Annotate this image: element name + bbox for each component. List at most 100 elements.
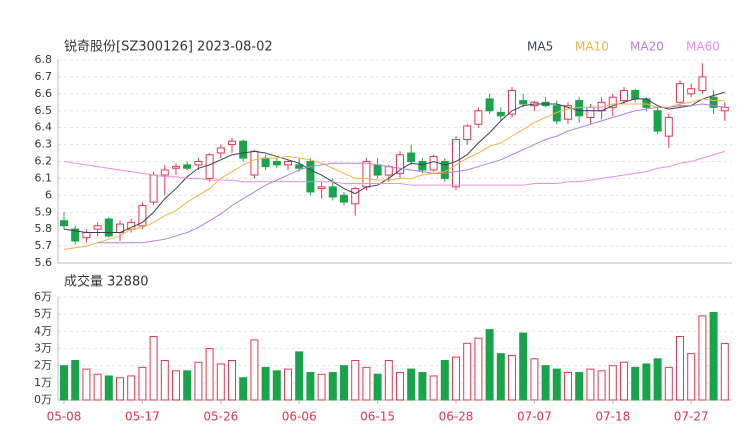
candle-body [351, 188, 360, 205]
x-tick-label: 05-08 [47, 410, 82, 424]
y-tick-label: 6.1 [35, 171, 53, 184]
candle-body [508, 89, 516, 115]
volume-bar [104, 375, 113, 401]
candle-body [384, 166, 393, 176]
volume-bar [205, 348, 214, 401]
candle-body [373, 164, 382, 176]
candle-body [239, 140, 248, 159]
candle-body [71, 228, 80, 242]
candle-body [418, 161, 427, 171]
volume-bar [463, 342, 472, 401]
ma-line [63, 91, 725, 234]
y-tick-label: 6.8 [35, 53, 53, 66]
candle-body [93, 225, 102, 230]
y-tick-label: 4万 [34, 324, 52, 337]
volume-bar [160, 360, 169, 401]
y-tick-label: 6.4 [35, 121, 53, 134]
volume-bar [250, 339, 259, 401]
ma-line [97, 103, 725, 244]
candle-body [250, 150, 259, 176]
candle-body [160, 169, 169, 176]
volume-bar [407, 368, 416, 401]
candle-body [194, 161, 203, 166]
candle-body [407, 152, 416, 163]
volume-bar [340, 365, 348, 401]
candle-body [631, 89, 640, 100]
candle-body [720, 106, 729, 112]
volume-bar [620, 361, 628, 401]
candle-body [272, 161, 281, 166]
volume-bar [541, 365, 550, 401]
candle-body [295, 164, 304, 169]
candle-body [709, 96, 718, 108]
candle-body [149, 174, 158, 203]
y-tick-label: 6.6 [35, 87, 53, 100]
candle-body [564, 105, 572, 120]
volume-bar [172, 370, 180, 401]
candle-body [60, 220, 68, 227]
candle-body [317, 186, 326, 190]
candle-body [261, 157, 270, 168]
x-tick-label: 07-18 [595, 410, 630, 424]
legend-label: MA10 [575, 40, 609, 54]
volume-bar [496, 353, 505, 401]
volume-bar [418, 372, 427, 401]
candle-body [104, 218, 113, 237]
y-tick-label: 5.7 [35, 239, 53, 252]
volume-bar [149, 335, 158, 401]
candle-body [216, 147, 225, 154]
x-tick-label: 05-26 [203, 410, 238, 424]
ma-line [63, 150, 725, 186]
candle-body [340, 194, 348, 203]
x-tick-label: 06-06 [282, 410, 317, 424]
volume-bar [519, 332, 528, 401]
ma-line [63, 98, 725, 250]
volume-bar [60, 365, 68, 401]
volume-bar [183, 370, 192, 401]
y-tick-label: 5.6 [35, 256, 53, 269]
volume-bar [676, 335, 684, 401]
volume-bar [396, 372, 404, 401]
chart-title: 锐奇股份[SZ300126] 2023-08-02 [64, 39, 273, 55]
candle-body [519, 100, 528, 105]
candle-body [429, 155, 438, 171]
volume-bar [452, 356, 460, 401]
volume-bar [608, 365, 617, 401]
volume-bar [116, 377, 124, 401]
volume-bar [351, 360, 360, 401]
volume-bar [474, 337, 483, 401]
candle-body [653, 110, 662, 132]
volume-bar [429, 375, 438, 401]
candle-body [687, 88, 696, 95]
y-tick-label: 2万 [34, 359, 52, 372]
candle-body [396, 154, 404, 174]
candle-body [284, 161, 292, 166]
volume-bar [317, 373, 326, 401]
candle-body [306, 161, 315, 193]
y-tick-label: 5.8 [35, 222, 53, 235]
volume-bar [485, 329, 494, 401]
candle-body [620, 89, 628, 102]
volume-bar [239, 377, 248, 401]
legend-label: MA60 [686, 40, 720, 54]
volume-bar [552, 368, 561, 401]
candle-body [586, 106, 595, 119]
volume-bar [138, 366, 147, 401]
x-tick-label: 07-27 [674, 410, 709, 424]
candle-body [552, 105, 561, 122]
volume-bar [384, 360, 393, 401]
candle-body [172, 166, 180, 169]
volume-bar [698, 315, 707, 401]
volume-bar [653, 358, 662, 401]
volume-bar [362, 366, 371, 401]
volume-bar [261, 366, 270, 401]
candle-body [463, 125, 472, 141]
y-tick-label: 5.9 [35, 205, 53, 218]
x-tick-label: 06-15 [360, 410, 395, 424]
volume-bar [720, 343, 729, 401]
volume-bar [440, 360, 449, 401]
volume-bar [272, 370, 281, 401]
y-tick-label: 6.2 [35, 155, 53, 168]
legend-label: MA5 [527, 40, 553, 54]
